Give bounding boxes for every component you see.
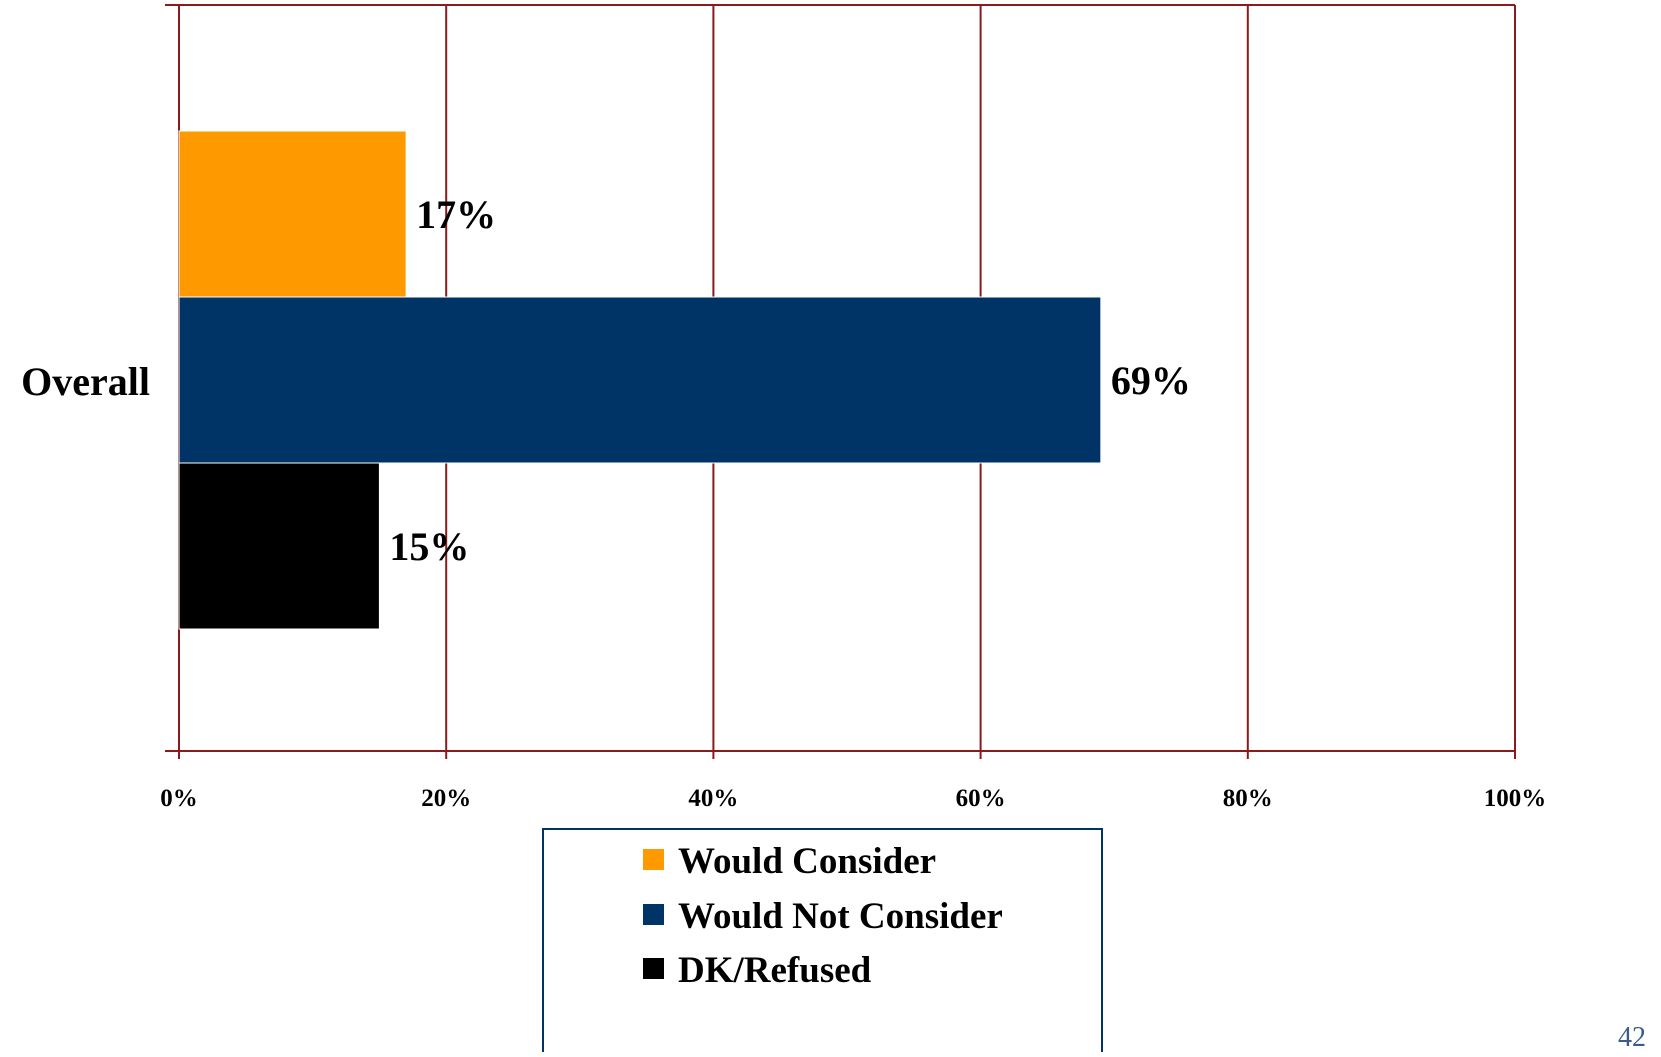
x-tick-label: 20% <box>421 785 471 812</box>
legend-box <box>542 828 1103 1057</box>
bar-would-consider <box>178 130 407 298</box>
x-tick-label: 40% <box>688 785 738 812</box>
legend-swatch <box>643 904 664 925</box>
grid-layer <box>165 4 1516 759</box>
legend-label: Would Not Consider <box>678 896 1003 937</box>
labels-layer: 0% 20% 40% 60% 80% 100% Overall 17% 69% 15% <box>21 192 1546 812</box>
x-tick-label: 80% <box>1223 785 1273 812</box>
page-number: 42 <box>1618 1022 1646 1053</box>
bars-layer <box>178 130 1102 630</box>
data-label: 15% <box>389 524 469 569</box>
legend-label: DK/Refused <box>678 950 872 991</box>
legend-label: Would Consider <box>678 841 936 882</box>
legend-swatch <box>643 849 664 870</box>
legend-swatch <box>643 958 664 979</box>
legend: Would Consider Would Not Consider DK/Refus… <box>542 828 1103 1057</box>
bar-dk-refused <box>178 462 380 630</box>
data-label: 17% <box>416 192 496 237</box>
x-tick-label: 60% <box>956 785 1006 812</box>
data-label: 69% <box>1111 358 1191 403</box>
bar-would-not-consider <box>178 296 1102 464</box>
category-label: Overall <box>21 359 150 404</box>
x-tick-label: 100% <box>1484 785 1547 812</box>
x-tick-label: 0% <box>160 785 198 812</box>
